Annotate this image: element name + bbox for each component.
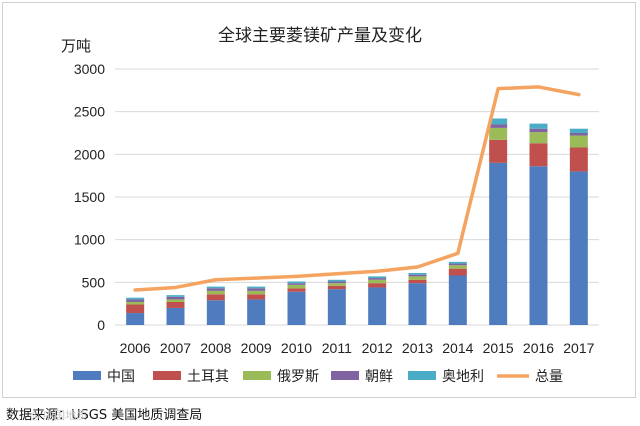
- x-tick-label: 2014: [442, 340, 473, 356]
- bar-1-2017: [569, 147, 588, 172]
- bar-0-2011: [327, 289, 346, 325]
- legend-swatch-0: [73, 371, 101, 380]
- x-tick-label: 2007: [160, 340, 191, 356]
- bar-3-2008: [206, 288, 225, 291]
- legend-swatch-3: [331, 371, 359, 380]
- x-tick-label: 2015: [483, 340, 514, 356]
- bar-2-2006: [126, 301, 145, 305]
- bar-2-2012: [368, 279, 387, 284]
- bar-3-2011: [327, 281, 346, 284]
- bar-1-2008: [206, 294, 225, 301]
- watermark-icon: ◎ 中国地质: [30, 409, 88, 422]
- bar-1-2006: [126, 304, 145, 314]
- bar-0-2010: [287, 291, 306, 325]
- bar-1-2007: [166, 301, 185, 308]
- bar-2-2013: [408, 276, 427, 280]
- bar-1-2015: [489, 139, 508, 163]
- x-tick-label: 2012: [362, 340, 393, 356]
- bar-4-2015: [489, 118, 508, 125]
- bar-3-2010: [287, 283, 306, 285]
- bar-3-2006: [126, 299, 145, 302]
- bar-4-2006: [126, 297, 145, 300]
- bar-2-2016: [529, 132, 548, 144]
- x-tick-label: 2009: [241, 340, 272, 356]
- y-tick-label: 3000: [74, 61, 105, 77]
- bar-2-2010: [287, 284, 306, 289]
- legend-label-2: 俄罗斯: [277, 369, 319, 385]
- x-tick-label: 2011: [322, 340, 352, 356]
- bar-0-2012: [368, 287, 387, 325]
- bar-1-2013: [408, 279, 427, 284]
- bar-3-2009: [247, 288, 266, 291]
- bar-1-2009: [247, 294, 266, 300]
- legend-label-0: 中国: [107, 369, 135, 385]
- y-tick-label: 1000: [74, 232, 105, 248]
- bar-2-2011: [327, 283, 346, 286]
- bar-1-2011: [327, 285, 346, 290]
- bar-2-2009: [247, 290, 266, 295]
- y-tick-label: 1500: [74, 189, 105, 205]
- y-tick-label: 500: [82, 274, 106, 290]
- bar-0-2007: [166, 307, 185, 325]
- bar-4-2017: [569, 128, 588, 133]
- bar-0-2017: [569, 171, 588, 325]
- bar-2-2008: [206, 290, 225, 295]
- y-tick-label: 2000: [74, 146, 105, 162]
- bar-4-2012: [368, 276, 387, 279]
- bar-0-2009: [247, 299, 266, 325]
- bar-4-2016: [529, 123, 548, 129]
- bar-3-2007: [166, 296, 185, 300]
- bar-0-2008: [206, 300, 225, 325]
- x-tick-label: 2010: [281, 340, 312, 356]
- chart-title: 全球主要菱镁矿产量及变化: [218, 26, 422, 46]
- bar-0-2016: [529, 166, 548, 325]
- y-axis-label: 万吨: [61, 37, 91, 55]
- y-tick-label: 0: [97, 317, 105, 333]
- y-tick-label: 2500: [74, 104, 105, 120]
- bar-0-2006: [126, 313, 145, 325]
- legend-swatch-2: [243, 371, 271, 380]
- bar-4-2011: [327, 279, 346, 282]
- bar-3-2016: [529, 128, 548, 133]
- bar-3-2013: [408, 274, 427, 277]
- bar-3-2015: [489, 124, 508, 128]
- bar-3-2017: [569, 133, 588, 136]
- bar-2-2007: [166, 299, 185, 302]
- legend-label-1: 土耳其: [187, 369, 229, 385]
- bar-1-2012: [368, 283, 387, 288]
- total-line: [133, 85, 581, 292]
- bar-3-2012: [368, 278, 387, 280]
- source-note: 数据来源：USGS 美国地质调查局: [6, 408, 203, 423]
- bar-4-2009: [247, 286, 266, 289]
- x-tick-label: 2017: [563, 340, 594, 356]
- legend-label-5: 总量: [535, 369, 563, 385]
- x-tick-label: 2006: [120, 340, 151, 356]
- x-tick-label: 2016: [523, 340, 554, 356]
- legend-swatch-4: [408, 371, 436, 380]
- legend-label-4: 奥地利: [442, 368, 484, 385]
- bar-1-2014: [448, 268, 467, 276]
- bar-3-2014: [448, 263, 467, 266]
- bar-4-2007: [166, 295, 185, 297]
- bar-1-2016: [529, 143, 548, 167]
- chart-frame: 全球主要菱镁矿产量及变化万吨 0 500 1000 1500 2000 2500 3000 20…: [2, 2, 636, 398]
- bar-4-2008: [206, 286, 225, 289]
- bar-2-2015: [489, 127, 508, 140]
- legend-label-3: 朝鲜: [365, 369, 393, 385]
- x-tick-label: 2008: [200, 340, 231, 356]
- bar-2-2017: [569, 135, 588, 148]
- bar-0-2015: [489, 162, 508, 325]
- legend-swatch-1: [153, 371, 181, 380]
- bar-1-2010: [287, 288, 306, 292]
- bar-0-2014: [448, 275, 467, 325]
- bar-0-2013: [408, 283, 427, 325]
- bar-2-2014: [448, 265, 467, 269]
- bar-4-2013: [408, 272, 427, 275]
- bar-4-2010: [287, 281, 306, 284]
- x-tick-label: 2013: [402, 340, 433, 356]
- bar-4-2014: [448, 261, 467, 264]
